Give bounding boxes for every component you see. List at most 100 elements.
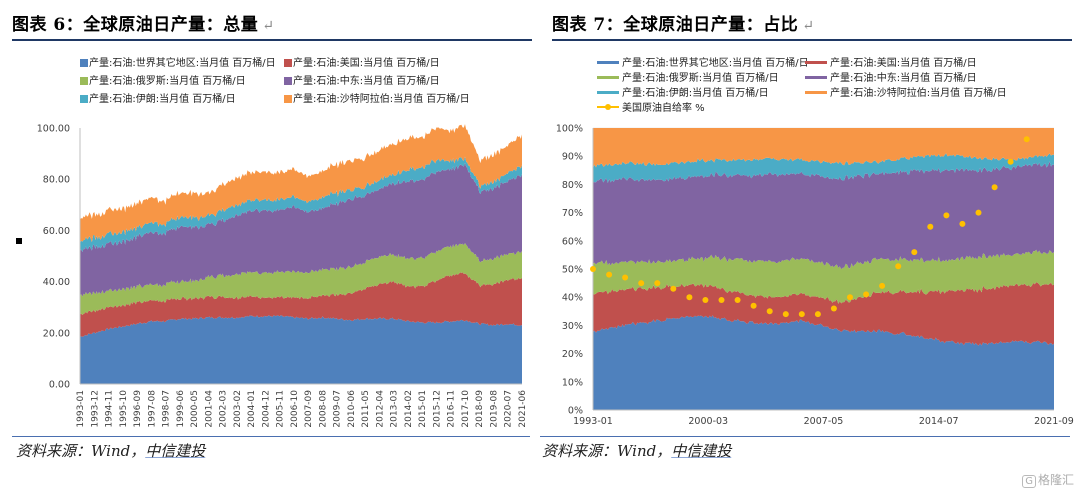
- left-legend-label: 产量:石油:俄罗斯:当月值 百万桶/日: [89, 76, 246, 87]
- self-sufficiency-point: [895, 263, 902, 270]
- self-sufficiency-point: [734, 297, 741, 303]
- area-russia: [80, 243, 522, 315]
- area-us: [593, 282, 1054, 346]
- area-saudi: [593, 128, 1054, 168]
- self-sufficiency-point: [798, 311, 805, 318]
- right-title-text: 图表 7：全球原油日产量：占比: [552, 15, 799, 35]
- right-legend-label: 产量:石油:伊朗:当月值 百万桶/日: [622, 88, 769, 99]
- swatch-saudi: [805, 91, 827, 94]
- x-tick-label: 2004-12: [261, 390, 271, 428]
- right-legend-item-middle-east: 产量:石油:中东:当月值 百万桶/日: [805, 73, 977, 85]
- area-middle_east: [80, 163, 522, 297]
- y-tick-label: 40.00: [43, 277, 70, 288]
- swatch-us: [284, 59, 292, 67]
- left-legend-label: 产量:石油:伊朗:当月值 百万桶/日: [89, 94, 236, 105]
- area-rest: [80, 315, 522, 384]
- self-sufficiency-point: [943, 212, 950, 219]
- right-source-prefix: 资料来源：Wind，: [542, 442, 672, 460]
- x-tick-label: 2020-07: [504, 390, 514, 428]
- self-sufficiency-point: [670, 285, 677, 292]
- swatch-middle-east: [284, 77, 292, 85]
- y-tick-label: 20.00: [43, 328, 70, 339]
- area-us: [80, 272, 522, 337]
- x-tick-label: 2012-04: [375, 390, 385, 428]
- left-legend-item-russia: 产量:石油:俄罗斯:当月值 百万桶/日: [80, 76, 246, 88]
- y-tick-label: 40%: [562, 293, 583, 304]
- swatch-iran: [597, 91, 619, 94]
- swatch-russia: [80, 77, 88, 85]
- left-legend: 产量:石油:世界其它地区:当月值 百万桶/日 产量:石油:美国:当月值 百万桶/…: [80, 58, 520, 114]
- x-tick-label: 2004-01: [247, 390, 257, 428]
- y-tick-label: 60%: [562, 236, 583, 247]
- x-tick-label: 1994-11: [105, 390, 115, 428]
- x-tick-label: 1999-06: [176, 390, 186, 428]
- x-tick-label: 2015-12: [432, 390, 442, 428]
- swatch-rest: [80, 59, 88, 67]
- x-tick-label: 1993-12: [90, 390, 100, 428]
- y-tick-label: 70%: [562, 208, 583, 219]
- self-sufficiency-point: [991, 184, 998, 191]
- area-iran: [593, 153, 1054, 183]
- x-tick-label: 2010-06: [347, 390, 357, 428]
- left-legend-item-saudi: 产量:石油:沙特阿拉伯:当月值 百万桶/日: [284, 94, 470, 106]
- left-source: 资料来源：Wind，中信建投: [16, 440, 205, 461]
- x-tick-label: 2007-09: [304, 390, 314, 428]
- swatch-russia: [597, 76, 619, 79]
- left-legend-item-iran: 产量:石油:伊朗:当月值 百万桶/日: [80, 94, 236, 106]
- x-tick-label: 2021-06: [518, 390, 528, 428]
- left-legend-label: 产量:石油:沙特阿拉伯:当月值 百万桶/日: [293, 94, 470, 105]
- right-legend-label: 产量:石油:中东:当月值 百万桶/日: [830, 73, 977, 84]
- left-legend-label: 产量:石油:中东:当月值 百万桶/日: [293, 76, 440, 87]
- x-tick-label: 2021-09: [1034, 416, 1074, 427]
- y-tick-label: 0.00: [49, 380, 70, 391]
- area-rest: [593, 315, 1054, 410]
- swatch-self-sufficiency: [597, 104, 619, 110]
- right-legend-label: 美国原油自给率 %: [622, 103, 705, 114]
- swatch-iran: [80, 95, 88, 103]
- y-tick-label: 60.00: [43, 226, 70, 237]
- y-tick-label: 30%: [562, 321, 583, 332]
- x-tick-label: 1993-01: [573, 416, 613, 427]
- right-legend-label: 产量:石油:美国:当月值 百万桶/日: [830, 58, 977, 69]
- self-sufficiency-point: [654, 280, 661, 287]
- x-tick-label: 2011-05: [361, 390, 371, 428]
- self-sufficiency-point: [750, 302, 757, 309]
- y-tick-label: 90%: [562, 152, 583, 163]
- x-tick-label: 2016-11: [447, 390, 457, 428]
- x-tick-label: 2019-08: [489, 390, 499, 428]
- y-tick-label: 100.00: [37, 124, 70, 135]
- y-tick-label: 0%: [568, 406, 583, 417]
- right-legend-item-self-sufficiency: 美国原油自给率 %: [597, 103, 705, 115]
- right-legend-label: 产量:石油:世界其它地区:当月值 百万桶/日: [622, 58, 809, 69]
- left-chart-title: 图表 6：全球原油日产量：总量 ↵: [12, 10, 274, 35]
- y-tick-label: 10%: [562, 377, 583, 388]
- x-tick-label: 2002-03: [219, 390, 229, 428]
- watermark-text: 格隆汇: [1037, 473, 1074, 487]
- left-area-chart: 0.00 20.00 40.00 60.00 80.00 100.00 1993-01 199…: [37, 124, 528, 428]
- right-area-chart: 0% 10% 20% 30% 40% 50% 60% 70% 80% 90% 100% 1993-01…: [556, 124, 1074, 428]
- x-tick-label: 2008-08: [318, 390, 328, 428]
- self-sufficiency-point: [702, 297, 709, 303]
- x-tick-label: 2007-05: [804, 416, 844, 427]
- right-legend-item-iran: 产量:石油:伊朗:当月值 百万桶/日: [597, 88, 769, 100]
- watermark: G 格隆汇: [1022, 471, 1074, 488]
- right-legend-item-saudi: 产量:石油:沙特阿拉伯:当月值 百万桶/日: [805, 88, 1007, 100]
- y-tick-label: 80.00: [43, 175, 70, 186]
- left-bottom-rule: [12, 436, 530, 437]
- right-legend-label: 产量:石油:俄罗斯:当月值 百万桶/日: [622, 73, 779, 84]
- x-tick-label: 2013-03: [390, 390, 400, 428]
- x-tick-label: 2018-09: [475, 390, 485, 428]
- right-source: 资料来源：Wind，中信建投: [542, 440, 731, 461]
- x-tick-label: 2003-02: [233, 390, 243, 428]
- right-legend-label: 产量:石油:沙特阿拉伯:当月值 百万桶/日: [830, 88, 1007, 99]
- self-sufficiency-point: [686, 294, 693, 301]
- x-tick-label: 1998-07: [162, 390, 172, 428]
- x-tick-label: 2009-07: [333, 390, 343, 428]
- self-sufficiency-point: [879, 282, 886, 289]
- right-title-rule: [552, 39, 1072, 41]
- left-legend-label: 产量:石油:世界其它地区:当月值 百万桶/日: [89, 58, 276, 69]
- right-chart-title: 图表 7：全球原油日产量：占比 ↵: [552, 10, 814, 35]
- return-mark: ↵: [262, 18, 275, 34]
- self-sufficiency-point: [606, 271, 613, 278]
- right-bottom-rule: [540, 436, 1070, 437]
